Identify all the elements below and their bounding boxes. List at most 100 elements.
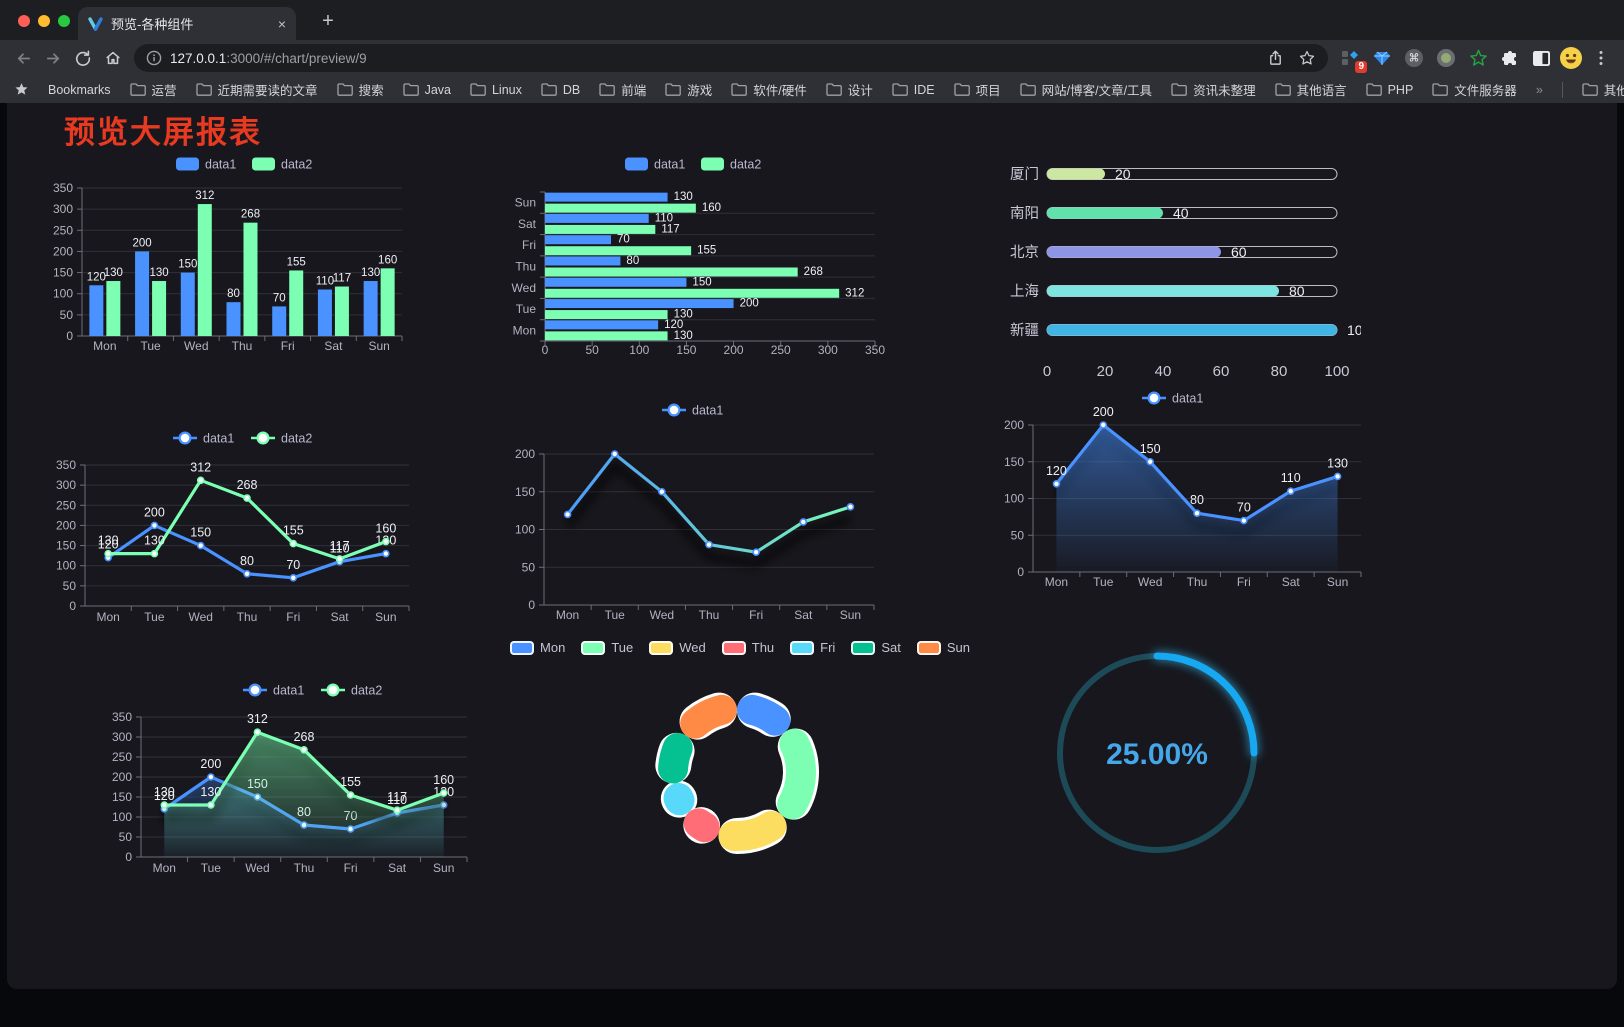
chart-horizontal-bar[interactable]: data1 data2 Sun 130 160 Sat 110 117 Fri 70 155 Thu 8… [495, 148, 895, 370]
site-info-icon[interactable] [146, 50, 162, 66]
bookmark-star-icon[interactable] [1298, 49, 1316, 67]
bookmark-folder[interactable]: 其他语言 [1274, 80, 1347, 99]
legend-item[interactable]: Sat [851, 640, 901, 655]
donut-legend[interactable]: Mon Tue Wed Thu Fri Sat Sun [510, 640, 970, 655]
svg-text:厦门: 厦门 [1010, 166, 1039, 183]
bookmark-folder[interactable]: PHP [1365, 82, 1414, 97]
svg-text:Thu: Thu [232, 339, 253, 353]
bookmark-folder-label: 网站/博客/文章/工具 [1041, 84, 1153, 98]
extension-grid-icon[interactable]: 9 [1340, 48, 1367, 73]
bookmark-folder[interactable]: 近期需要读的文章 [195, 80, 318, 99]
bookmarks-star-icon[interactable] [14, 82, 29, 97]
svg-text:Mon: Mon [556, 608, 579, 622]
svg-text:data2: data2 [281, 432, 312, 446]
svg-text:Wed: Wed [188, 610, 212, 624]
bookmark-folder[interactable]: 运营 [129, 80, 177, 99]
extension-star-icon[interactable] [1468, 48, 1488, 68]
svg-text:150: 150 [112, 790, 132, 804]
minimize-window-button[interactable] [38, 15, 50, 27]
svg-text:150: 150 [53, 266, 73, 280]
svg-text:data1: data1 [273, 684, 304, 698]
chart-area-single[interactable]: data1 0 50 100 150 200 120 200 150 80 70 110 130 Mon T… [975, 385, 1375, 610]
tab-close-icon[interactable]: × [277, 15, 286, 32]
bookmark-folder-label: 设计 [847, 84, 873, 98]
svg-text:data2: data2 [281, 158, 312, 172]
forward-icon[interactable] [38, 43, 68, 73]
new-tab-button[interactable]: + [322, 10, 334, 32]
chart-donut-pie[interactable] [597, 652, 877, 862]
bookmark-folder[interactable]: 项目 [953, 80, 1001, 99]
legend-chip [851, 640, 876, 655]
menu-dots-icon[interactable] [1586, 43, 1616, 73]
bookmark-folder-label: PHP [1387, 82, 1414, 97]
svg-text:110: 110 [1281, 471, 1301, 485]
bookmark-folder[interactable]: 软件/硬件 [731, 80, 807, 99]
legend-item[interactable]: Mon [510, 640, 565, 655]
profile-avatar[interactable] [1556, 43, 1586, 73]
svg-text:Tue: Tue [201, 861, 222, 875]
home-icon[interactable] [98, 43, 128, 73]
back-icon[interactable] [8, 43, 38, 73]
bookmark-folder[interactable]: DB [541, 83, 580, 97]
legend-item[interactable]: Thu [721, 640, 774, 655]
bookmarks-label[interactable]: Bookmarks [48, 82, 111, 97]
bookmark-folder[interactable]: 网站/博客/文章/工具 [1019, 80, 1153, 99]
bookmark-folder[interactable]: 资讯未整理 [1171, 80, 1256, 99]
url-text: 127.0.0.1:3000/#/chart/preview/9 [170, 51, 367, 66]
svg-text:160: 160 [433, 773, 454, 787]
svg-text:Thu: Thu [294, 861, 315, 875]
bookmark-folder[interactable]: 搜索 [336, 80, 384, 99]
svg-text:130: 130 [104, 267, 123, 279]
svg-text:120: 120 [87, 271, 106, 283]
svg-text:155: 155 [340, 775, 361, 789]
svg-text:117: 117 [387, 790, 407, 804]
reload-icon[interactable] [68, 43, 98, 73]
legend-item[interactable]: Fri [790, 640, 835, 655]
maximize-window-button[interactable] [58, 15, 70, 27]
page-content: 预览大屏报表 data1 data2 0 50 100 150 200 250 300 350 12… [0, 103, 1624, 1027]
chart-area-two-series[interactable]: data1data2050100150200250300350120200150… [105, 672, 525, 892]
svg-text:50: 50 [60, 308, 74, 322]
svg-text:100: 100 [515, 523, 535, 537]
extension-puzzle-icon[interactable] [1500, 48, 1520, 68]
svg-text:70: 70 [617, 234, 630, 246]
extensions-cluster: 9 ⌘ [1340, 48, 1520, 73]
svg-text:110: 110 [316, 275, 334, 287]
sidepanel-icon[interactable] [1526, 43, 1556, 73]
legend-item[interactable]: Sun [916, 640, 970, 655]
extension-command-icon[interactable]: ⌘ [1404, 48, 1424, 68]
svg-text:20: 20 [1115, 166, 1131, 182]
browser-tab[interactable]: 预览-各种组件 × [78, 7, 296, 40]
svg-text:Wed: Wed [1138, 575, 1162, 589]
bookmark-folder[interactable]: 设计 [826, 80, 873, 99]
bookmark-folder[interactable]: 前端 [599, 80, 646, 99]
svg-text:Sat: Sat [1282, 575, 1301, 589]
bookmark-folder[interactable]: 游戏 [665, 80, 712, 99]
svg-text:Thu: Thu [237, 610, 258, 624]
chart-gauge-progress[interactable]: 25.00% [1040, 640, 1275, 865]
chart-capsule-progress[interactable]: 厦门 20 南阳 40 北京 60 上海 80 新疆 100 0 20 40 60 80 100 [985, 152, 1361, 387]
bookmark-folder[interactable]: IDE [892, 83, 935, 97]
bookmarks-overflow-chevron[interactable]: » [1535, 82, 1543, 97]
svg-text:Mon: Mon [513, 323, 536, 337]
other-bookmarks[interactable]: 其他书签 [1582, 80, 1624, 99]
svg-text:130: 130 [674, 330, 693, 342]
window-controls[interactable] [18, 15, 70, 27]
bookmark-folder[interactable]: Java [402, 83, 451, 97]
share-icon[interactable] [1267, 49, 1284, 67]
svg-text:Sat: Sat [331, 610, 350, 624]
legend-item[interactable]: Wed [649, 640, 706, 655]
bookmark-folder[interactable]: Linux [470, 83, 522, 97]
legend-item[interactable]: Tue [581, 640, 633, 655]
chart-grouped-bar[interactable]: data1 data2 0 50 100 150 200 250 300 350 120 130 200… [36, 148, 456, 366]
address-bar[interactable]: 127.0.0.1:3000/#/chart/preview/9 [134, 44, 1328, 72]
close-window-button[interactable] [18, 15, 30, 27]
svg-text:250: 250 [56, 498, 76, 512]
extension-dot-icon[interactable] [1436, 48, 1456, 68]
bookmark-folder-label: 搜索 [358, 84, 384, 98]
chart-line-two-series[interactable]: data1 data2 0 50 100 150 200 250 300 350 120 200 150… [35, 425, 455, 640]
svg-text:80: 80 [1271, 363, 1288, 380]
bookmark-folder[interactable]: 文件服务器 [1432, 80, 1517, 99]
extension-gem-icon[interactable] [1372, 48, 1392, 68]
chart-line-gradient[interactable]: data1 0 50 100 150 200 Mon Tue Wed Thu Fri Sat Sun [496, 398, 894, 630]
